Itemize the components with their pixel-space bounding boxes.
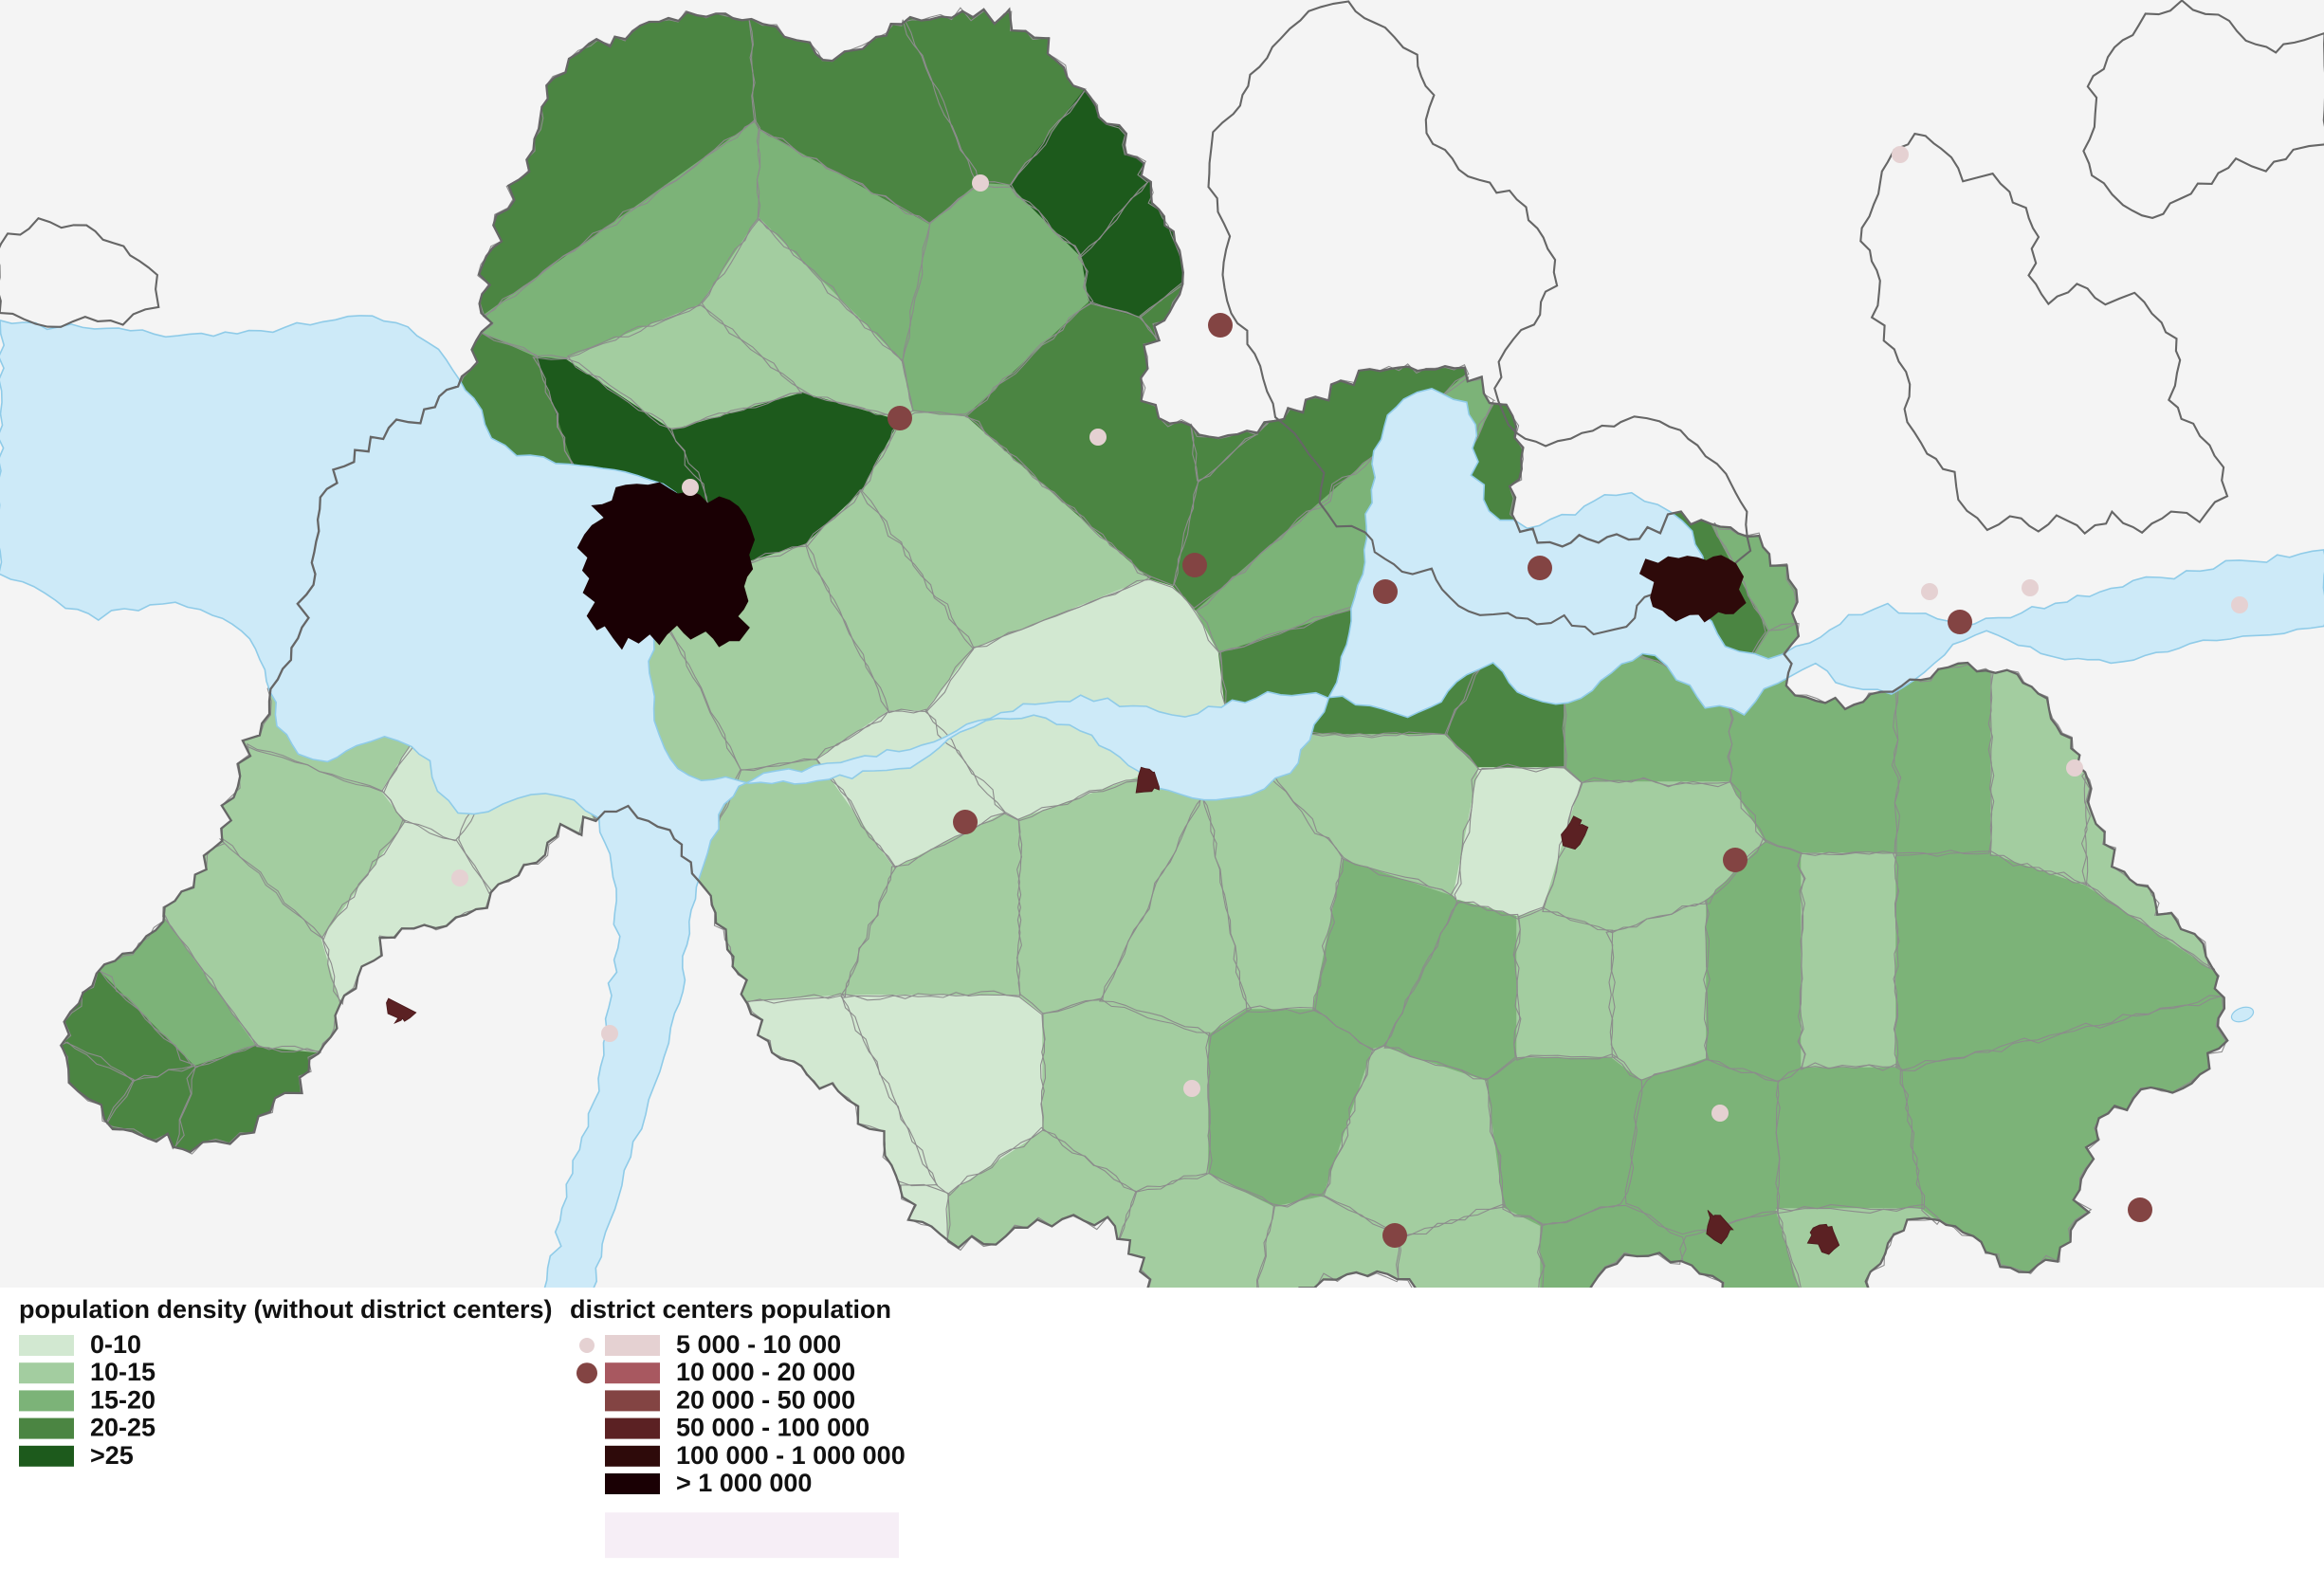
svg-text:10-15: 10-15 [90, 1358, 156, 1386]
svg-text:>25: >25 [90, 1441, 134, 1470]
svg-text:> 1 000 000: > 1 000 000 [676, 1469, 812, 1497]
svg-text:population density (without di: population density (without district cen… [19, 1295, 553, 1324]
svg-text:20-25: 20-25 [90, 1414, 156, 1442]
svg-text:20 000 - 50 000: 20 000 - 50 000 [676, 1385, 855, 1414]
svg-text:0-10: 0-10 [90, 1330, 141, 1359]
svg-text:10 000 - 20 000: 10 000 - 20 000 [676, 1358, 855, 1386]
svg-text:district centers population: district centers population [570, 1295, 891, 1324]
svg-text:15-20: 15-20 [90, 1385, 156, 1414]
svg-text:5 000 - 10 000: 5 000 - 10 000 [676, 1330, 841, 1359]
svg-text:100 000 - 1 000 000: 100 000 - 1 000 000 [676, 1441, 906, 1470]
svg-text:50 000 - 100 000: 50 000 - 100 000 [676, 1414, 869, 1442]
